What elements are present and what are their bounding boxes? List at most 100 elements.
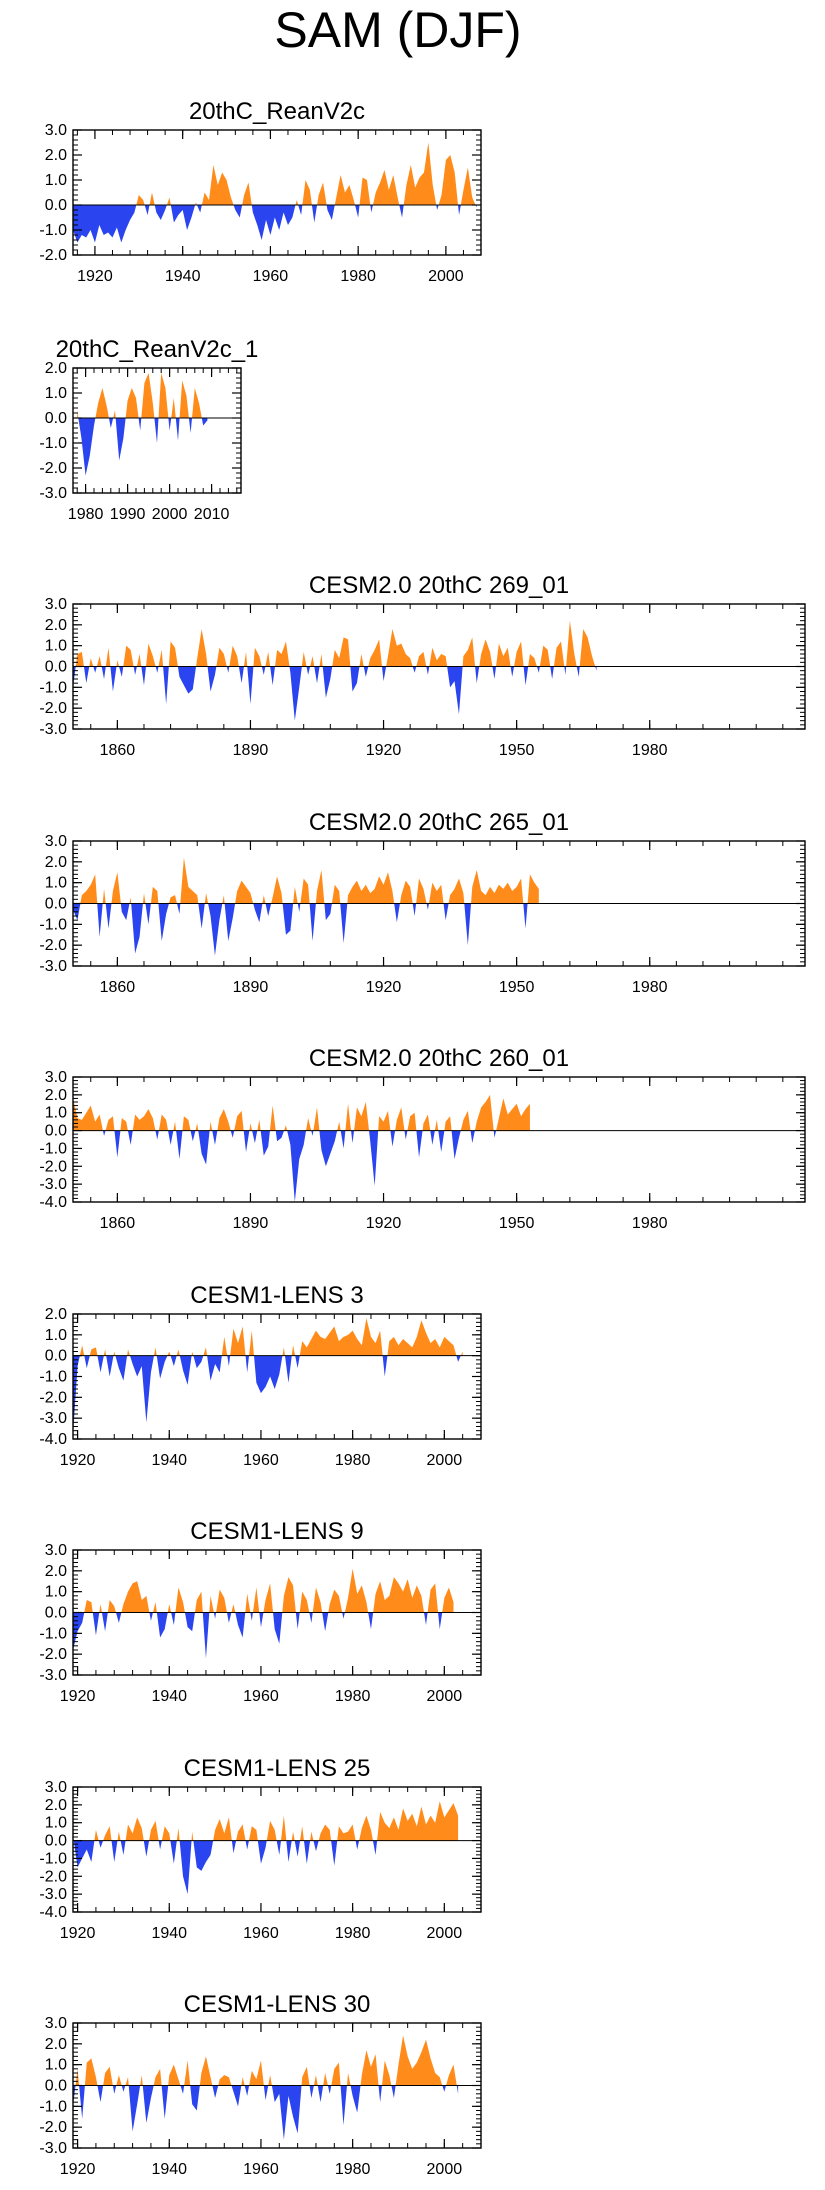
positive-area bbox=[141, 373, 155, 418]
panel-title: 20thC_ReanV2c_1 bbox=[56, 336, 259, 363]
negative-area bbox=[394, 903, 400, 923]
y-tick-label: 0.0 bbox=[45, 1123, 67, 1140]
negative-area bbox=[114, 1130, 121, 1158]
positive-area bbox=[416, 651, 427, 667]
chart-panel: CESM2.0 20thC 269_01 3.0 2.0 1.0 0.0 -1.0 -2.0… bbox=[39, 572, 806, 759]
negative-area bbox=[119, 666, 124, 677]
positive-area bbox=[460, 1351, 463, 1356]
negative-area bbox=[430, 1130, 435, 1145]
positive-area bbox=[282, 1577, 296, 1613]
positive-area bbox=[442, 1587, 454, 1613]
negative-area bbox=[270, 666, 275, 686]
x-tick-label: 1980 bbox=[68, 506, 104, 523]
x-tick-label: 2000 bbox=[152, 506, 188, 523]
positive-area bbox=[182, 1116, 191, 1131]
x-tick-label: 1890 bbox=[233, 1215, 269, 1232]
x-tick-label: 1920 bbox=[60, 1925, 96, 1942]
positive-area bbox=[334, 175, 356, 205]
panel-title: CESM2.0 20thC 260_01 bbox=[309, 1045, 569, 1072]
positive-area bbox=[306, 1118, 312, 1131]
negative-area bbox=[253, 1355, 283, 1394]
positive-area bbox=[313, 1107, 320, 1131]
positive-area bbox=[75, 651, 84, 667]
positive-area bbox=[301, 2066, 310, 2086]
positive-area bbox=[103, 2066, 113, 2086]
y-tick-label: -1.0 bbox=[39, 1140, 67, 1157]
y-tick-label: 1.0 bbox=[45, 638, 67, 655]
positive-area bbox=[127, 1349, 130, 1356]
positive-area bbox=[527, 874, 539, 904]
negative-area bbox=[245, 1355, 250, 1373]
plot-frame bbox=[72, 129, 482, 256]
x-tick-label: 1980 bbox=[335, 1452, 371, 1469]
positive-area bbox=[203, 1347, 208, 1356]
positive-area bbox=[310, 1831, 314, 1841]
y-tick-label: -4.0 bbox=[39, 1194, 67, 1211]
positive-area bbox=[249, 1330, 254, 1356]
positive-area bbox=[77, 410, 79, 418]
negative-area bbox=[102, 1130, 106, 1136]
negative-area bbox=[142, 2085, 154, 2123]
positive-area bbox=[136, 654, 142, 667]
positive-area bbox=[125, 2077, 129, 2086]
positive-area bbox=[116, 2075, 122, 2086]
negative-area bbox=[536, 666, 540, 673]
negative-area bbox=[510, 666, 515, 677]
positive-area bbox=[471, 870, 524, 904]
negative-area bbox=[576, 666, 580, 677]
negative-area bbox=[224, 903, 236, 941]
y-tick-label: -2.0 bbox=[39, 2119, 67, 2136]
negative-area bbox=[294, 1840, 301, 1857]
positive-area bbox=[111, 872, 121, 904]
positive-area bbox=[331, 2062, 341, 2086]
x-tick-label: 1920 bbox=[60, 1688, 96, 1705]
negative-area bbox=[303, 1840, 311, 1864]
positive-area bbox=[271, 876, 283, 904]
panel-title: 20thC_ReanV2c bbox=[189, 98, 365, 125]
negative-area bbox=[252, 1130, 258, 1144]
positive-area bbox=[344, 1568, 369, 1613]
positive-area bbox=[359, 654, 364, 667]
negative-area bbox=[426, 666, 430, 675]
positive-area bbox=[266, 1820, 277, 1841]
positive-area bbox=[152, 1602, 157, 1613]
positive-area bbox=[553, 641, 565, 667]
negative-area bbox=[424, 1612, 428, 1625]
negative-area bbox=[595, 666, 597, 671]
positive-area bbox=[310, 656, 315, 667]
negative-area bbox=[155, 1130, 159, 1140]
negative-area bbox=[133, 666, 137, 675]
positive-area bbox=[209, 1595, 214, 1613]
y-tick-label: 1.0 bbox=[45, 172, 67, 189]
positive-area bbox=[328, 1589, 343, 1613]
negative-area bbox=[351, 1130, 355, 1144]
positive-area bbox=[142, 893, 146, 904]
negative-area bbox=[443, 903, 449, 921]
positive-area bbox=[300, 878, 310, 904]
positive-area bbox=[262, 895, 266, 904]
positive-area bbox=[315, 870, 325, 904]
negative-area bbox=[261, 666, 266, 675]
positive-area bbox=[168, 2064, 181, 2086]
positive-area bbox=[444, 1116, 452, 1131]
negative-area bbox=[226, 1612, 232, 1623]
negative-area bbox=[470, 1130, 475, 1144]
negative-area bbox=[231, 1840, 237, 1854]
negative-area bbox=[342, 1612, 345, 1619]
x-tick-label: 1980 bbox=[335, 2161, 371, 2178]
positive-area bbox=[168, 641, 178, 667]
panel-title: CESM2.0 20thC 269_01 bbox=[309, 572, 569, 599]
positive-area bbox=[195, 1123, 199, 1131]
positive-area bbox=[313, 2075, 318, 2086]
chart-panel: CESM2.0 20thC 265_01 3.0 2.0 1.0 0.0 -1.0 -2.0… bbox=[39, 809, 806, 996]
positive-area bbox=[337, 1824, 356, 1841]
positive-area bbox=[243, 651, 248, 667]
positive-area bbox=[199, 2056, 213, 2086]
negative-area bbox=[381, 666, 387, 682]
positive-area bbox=[89, 658, 94, 667]
positive-area bbox=[176, 1828, 180, 1841]
positive-area bbox=[263, 1583, 274, 1613]
negative-area bbox=[447, 666, 463, 715]
positive-area bbox=[301, 651, 307, 667]
positive-area bbox=[216, 647, 227, 667]
